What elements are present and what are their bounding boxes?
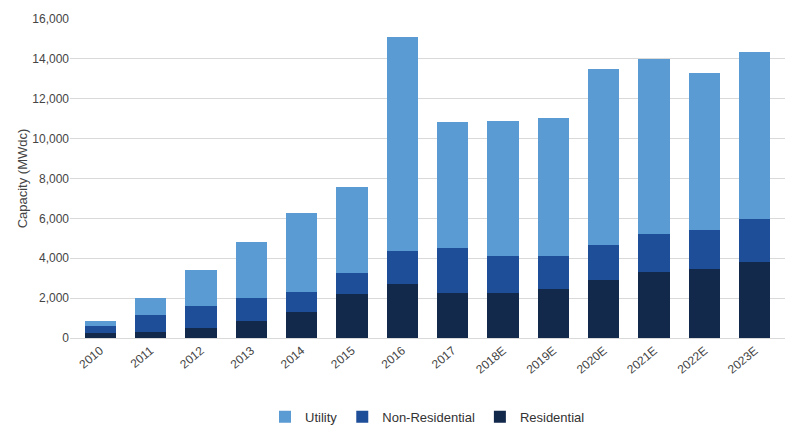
svg-text:8,000: 8,000 <box>39 172 69 186</box>
svg-text:2020E: 2020E <box>574 344 610 377</box>
svg-text:2022E: 2022E <box>675 344 711 377</box>
svg-text:4,000: 4,000 <box>39 251 69 265</box>
svg-text:2019E: 2019E <box>524 344 560 377</box>
svg-text:Utility: Utility <box>305 410 337 425</box>
svg-text:Non-Residential: Non-Residential <box>382 410 475 425</box>
svg-text:10,000: 10,000 <box>32 132 69 146</box>
svg-text:2014: 2014 <box>278 343 308 371</box>
svg-text:2021E: 2021E <box>624 344 660 377</box>
svg-text:2,000: 2,000 <box>39 291 69 305</box>
svg-text:6,000: 6,000 <box>39 212 69 226</box>
svg-text:2012: 2012 <box>177 343 207 371</box>
svg-text:2013: 2013 <box>228 343 258 371</box>
svg-text:2016: 2016 <box>379 343 409 371</box>
svg-text:2011: 2011 <box>128 343 157 371</box>
svg-text:2017: 2017 <box>429 343 459 371</box>
svg-text:12,000: 12,000 <box>32 92 69 106</box>
svg-text:2018E: 2018E <box>473 344 509 377</box>
svg-text:2015: 2015 <box>328 343 358 371</box>
svg-text:16,000: 16,000 <box>32 12 69 26</box>
svg-text:Residential: Residential <box>520 410 584 425</box>
svg-text:0: 0 <box>62 331 69 345</box>
svg-text:2023E: 2023E <box>725 344 761 377</box>
svg-text:14,000: 14,000 <box>32 52 69 66</box>
svg-text:2010: 2010 <box>77 343 107 371</box>
svg-text:Capacity (MWdc): Capacity (MWdc) <box>15 129 30 229</box>
